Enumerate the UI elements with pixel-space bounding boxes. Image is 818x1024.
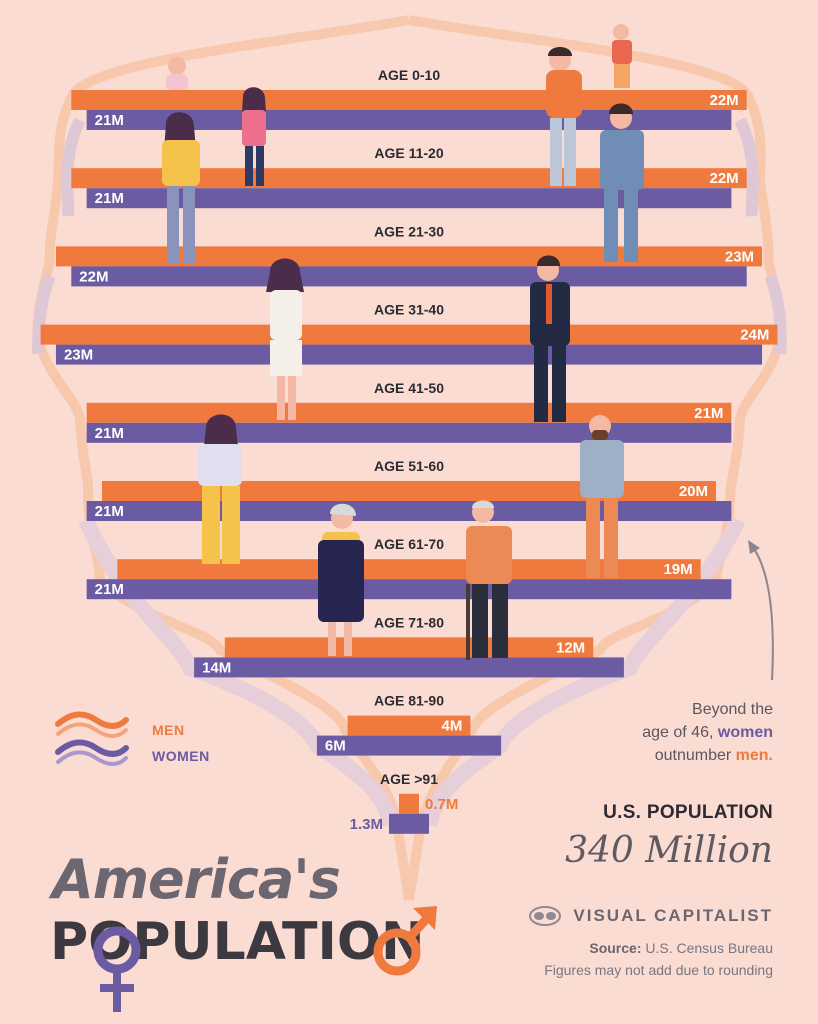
women-bar bbox=[86, 188, 732, 209]
men-value-label: 23M bbox=[725, 248, 754, 265]
women-bar bbox=[71, 266, 747, 287]
annotation-arrow bbox=[751, 545, 774, 681]
women-value-label: 21M bbox=[95, 112, 124, 129]
legend-men-icon bbox=[55, 711, 129, 729]
men-bar bbox=[347, 715, 471, 736]
women-bar bbox=[389, 813, 429, 834]
annotation-text: Beyond the age of 46, women outnumber me… bbox=[573, 698, 773, 767]
men-bar bbox=[86, 402, 732, 423]
women-value-label: 21M bbox=[95, 190, 124, 207]
age-label: AGE 71-80 bbox=[374, 614, 444, 630]
title-line-2: POPULATION bbox=[50, 912, 425, 972]
brand-name: VISUAL CAPITALIST bbox=[573, 906, 773, 925]
legend-women: WOMEN bbox=[52, 744, 252, 768]
male-symbol-icon bbox=[373, 906, 437, 976]
title-line-1: America's bbox=[52, 848, 341, 911]
men-value-label: 24M bbox=[740, 327, 769, 344]
population-label: U.S. POPULATION bbox=[603, 802, 773, 823]
source: Source: U.S. Census Bureau bbox=[589, 940, 773, 956]
source-text: U.S. Census Bureau bbox=[645, 940, 773, 956]
women-bar bbox=[86, 579, 732, 600]
age-label: AGE 11-20 bbox=[374, 145, 443, 161]
annotation-post: outnumber bbox=[654, 747, 736, 764]
visual-capitalist-logo-icon bbox=[529, 906, 561, 926]
women-bar bbox=[86, 422, 732, 443]
legend-women-icon bbox=[55, 739, 129, 757]
annotation-line-1: Beyond the bbox=[692, 701, 773, 718]
annotation-line-2: age of 46, women bbox=[573, 721, 773, 744]
women-bar bbox=[55, 344, 763, 365]
people-illustrations bbox=[162, 24, 644, 660]
age-label: AGE 31-40 bbox=[374, 302, 444, 318]
women-value-label: 21M bbox=[95, 581, 124, 598]
men-bar bbox=[71, 168, 747, 189]
men-value-label: 19M bbox=[663, 561, 692, 578]
annotation-line-3: outnumber men. bbox=[573, 744, 773, 767]
footnote: Figures may not add due to rounding bbox=[544, 962, 773, 978]
female-symbol-icon bbox=[93, 926, 141, 1012]
men-bar bbox=[224, 637, 594, 658]
men-value-label: 12M bbox=[556, 639, 585, 656]
age-label: AGE 51-60 bbox=[374, 458, 444, 474]
women-value-label: 6M bbox=[325, 738, 346, 755]
women-value-label: 21M bbox=[95, 503, 124, 520]
women-value-label: 23M bbox=[64, 347, 93, 364]
women-value-label: 22M bbox=[79, 268, 108, 285]
age-label: AGE 0-10 bbox=[378, 67, 440, 83]
men-bar bbox=[102, 481, 716, 501]
legend-men-icon-2 bbox=[56, 722, 128, 738]
legend: MEN WOMEN bbox=[52, 712, 252, 772]
men-bar bbox=[399, 793, 419, 814]
men-value-label: 20M bbox=[679, 483, 708, 500]
age-label: AGE 21-30 bbox=[374, 223, 444, 239]
men-value-label: 22M bbox=[710, 170, 739, 187]
men-bar bbox=[40, 324, 778, 345]
men-bar bbox=[117, 559, 701, 580]
annotation-men: men. bbox=[735, 747, 773, 764]
legend-men-label: MEN bbox=[152, 722, 185, 738]
women-bar bbox=[194, 657, 624, 678]
men-value-label: 4M bbox=[442, 718, 463, 735]
legend-women-label: WOMEN bbox=[152, 748, 210, 764]
annotation-arrowhead bbox=[748, 540, 760, 554]
women-value-label: 21M bbox=[95, 425, 124, 442]
source-label: Source: bbox=[589, 940, 642, 956]
population-value: 340 Million bbox=[565, 830, 773, 871]
age-label: AGE 81-90 bbox=[374, 693, 444, 709]
men-value-label: 21M bbox=[694, 405, 723, 422]
age-label: AGE 61-70 bbox=[374, 536, 444, 552]
legend-men: MEN bbox=[52, 718, 252, 742]
men-value-label: 22M bbox=[710, 92, 739, 109]
women-value-label: 14M bbox=[202, 659, 231, 676]
women-bar bbox=[316, 735, 502, 756]
men-bar bbox=[55, 246, 763, 267]
women-value-label: 1.3M bbox=[350, 816, 383, 833]
annotation-mid: age of 46, bbox=[642, 724, 718, 741]
women-bar bbox=[86, 501, 732, 521]
men-value-label: 0.7M bbox=[425, 796, 458, 813]
age-label: AGE 41-50 bbox=[374, 380, 444, 396]
legend-women-icon-2 bbox=[56, 750, 128, 766]
annotation-women: women bbox=[717, 724, 773, 741]
age-label: AGE >91 bbox=[380, 771, 438, 787]
men-bar bbox=[71, 90, 747, 110]
side-ribbons bbox=[32, 15, 787, 901]
